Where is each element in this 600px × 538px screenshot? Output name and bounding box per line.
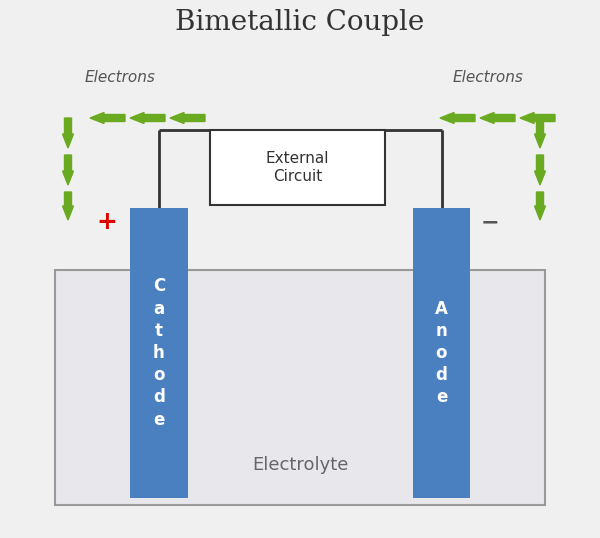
Bar	[130, 208, 188, 498]
FancyArrow shape	[535, 118, 545, 148]
Text: Bimetallic Couple: Bimetallic Couple	[175, 9, 425, 36]
Text: A
n
o
d
e: A n o d e	[435, 300, 448, 406]
FancyArrow shape	[520, 112, 555, 124]
FancyArrow shape	[130, 112, 165, 124]
FancyArrow shape	[170, 112, 205, 124]
Text: +: +	[97, 210, 118, 234]
FancyArrow shape	[62, 155, 74, 185]
Bar	[55, 270, 545, 505]
FancyArrow shape	[90, 112, 125, 124]
FancyArrow shape	[535, 192, 545, 220]
FancyArrow shape	[480, 112, 515, 124]
Text: Electrolyte: Electrolyte	[252, 456, 348, 474]
Text: −: −	[481, 212, 499, 232]
Text: Electrons: Electrons	[452, 70, 523, 86]
Bar	[210, 130, 385, 205]
FancyArrow shape	[440, 112, 475, 124]
FancyArrow shape	[62, 192, 74, 220]
Text: Electrons: Electrons	[85, 70, 155, 86]
FancyArrow shape	[535, 155, 545, 185]
FancyArrow shape	[62, 118, 74, 148]
Text: C
a
t
h
o
d
e: C a t h o d e	[153, 278, 165, 429]
Bar	[413, 208, 470, 498]
Text: External
Circuit: External Circuit	[266, 151, 329, 183]
